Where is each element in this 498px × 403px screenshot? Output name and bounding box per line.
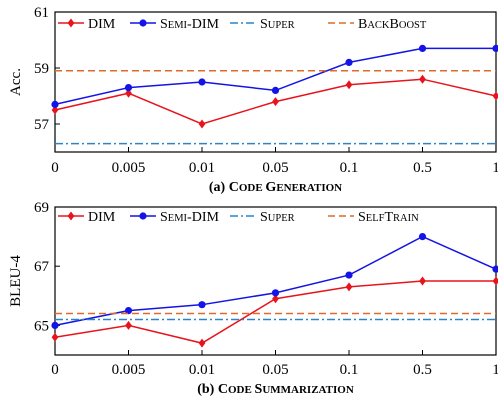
data-point — [198, 78, 206, 86]
data-point — [492, 276, 498, 286]
series-dim — [51, 74, 498, 129]
y-axis-label: Acc. — [8, 68, 24, 96]
data-point — [51, 105, 59, 115]
legend-entry: SUPER — [230, 17, 295, 32]
legend-label: BACKBOOST — [358, 17, 427, 32]
x-tick-label: 0.005 — [112, 362, 146, 378]
data-point — [271, 86, 280, 94]
chart-caption: (b) CODE SUMMARIZATION — [197, 382, 354, 397]
legend-label: SUPER — [260, 210, 295, 225]
series-dim — [51, 276, 498, 348]
series-semi-dim — [51, 233, 498, 329]
plot-frame — [54, 11, 497, 153]
legend-marker — [67, 18, 75, 28]
legend-label: SUPER — [260, 17, 295, 32]
data-point — [51, 332, 59, 342]
x-tick-label: 0.01 — [189, 362, 215, 378]
data-point — [492, 44, 498, 52]
data-point — [198, 119, 206, 129]
legend: DIM SEMI-DIM SUPER SELFTRAIN — [58, 210, 419, 225]
data-point — [419, 74, 426, 84]
legend-entry: DIM — [58, 210, 116, 225]
y-tick-label: 59 — [34, 61, 49, 77]
x-tick-label: 0.005 — [112, 160, 146, 176]
series-line — [54, 47, 496, 106]
data-point — [124, 84, 133, 92]
data-point — [345, 58, 353, 66]
x-tick-label: 0.5 — [413, 160, 432, 176]
x-tick-label: 0.01 — [189, 160, 215, 176]
legend-entry: SUPER — [230, 210, 295, 225]
data-point — [271, 289, 280, 297]
y-tick-label: 61 — [34, 5, 49, 21]
data-point — [125, 88, 132, 98]
x-tick-label: 0.05 — [262, 362, 288, 378]
chart-code-generation: 57 59 61 0 0.005 0.01 0.05 0.1 0.5 1 Acc. (a) CODE … — [8, 5, 498, 195]
legend-entry: BACKBOOST — [328, 17, 427, 32]
legend-entry: SEMI-DIM — [130, 17, 219, 32]
legend-label: SEMI-DIM — [160, 210, 219, 225]
data-point — [272, 294, 279, 304]
legend-label: SEMI-DIM — [160, 17, 219, 32]
legend-marker — [139, 19, 147, 27]
x-tick-label: 1 — [492, 362, 498, 378]
data-point — [51, 100, 59, 108]
data-point — [51, 321, 59, 329]
x-tick-label: 0.1 — [340, 362, 359, 378]
data-point — [198, 338, 206, 348]
data-point — [345, 271, 353, 279]
data-point — [418, 44, 427, 53]
data-point — [345, 282, 353, 292]
data-point — [198, 301, 206, 309]
y-tick-label: 67 — [34, 259, 50, 275]
legend-label: DIM — [88, 210, 116, 225]
data-point — [124, 307, 133, 315]
y-tick-label: 57 — [34, 117, 50, 133]
x-tick-label: 0 — [51, 160, 59, 176]
x-tick-label: 0.05 — [262, 160, 288, 176]
chart-caption: (a) CODE GENERATION — [209, 180, 342, 195]
y-tick-label: 65 — [34, 318, 49, 334]
legend-marker — [139, 212, 147, 220]
series-semi-dim — [51, 44, 498, 108]
x-tick-label: 0.5 — [413, 362, 432, 378]
legend-entry: DIM — [58, 17, 116, 32]
data-point — [125, 320, 132, 330]
legend-marker — [67, 211, 75, 221]
data-point — [418, 233, 427, 241]
legend: DIM SEMI-DIM SUPER BACKBOOST — [58, 17, 427, 32]
chart-code-summarization: 65 67 69 0 0.005 0.01 0.05 0.1 0.5 1 BLEU-4 (b) COD… — [8, 200, 498, 397]
data-point — [345, 80, 353, 90]
legend-label: DIM — [88, 17, 116, 32]
x-tick-label: 0.1 — [340, 160, 359, 176]
x-tick-label: 0 — [51, 362, 59, 378]
y-tick-label: 69 — [34, 200, 49, 216]
data-point — [492, 91, 498, 101]
legend-label: SELFTRAIN — [358, 210, 419, 225]
x-tick-label: 1 — [492, 160, 498, 176]
data-point — [419, 276, 426, 286]
data-point — [272, 97, 279, 107]
y-axis-label: BLEU-4 — [8, 255, 24, 307]
legend-entry: SEMI-DIM — [130, 210, 219, 225]
legend-entry: SELFTRAIN — [328, 210, 419, 225]
data-point — [492, 265, 498, 273]
